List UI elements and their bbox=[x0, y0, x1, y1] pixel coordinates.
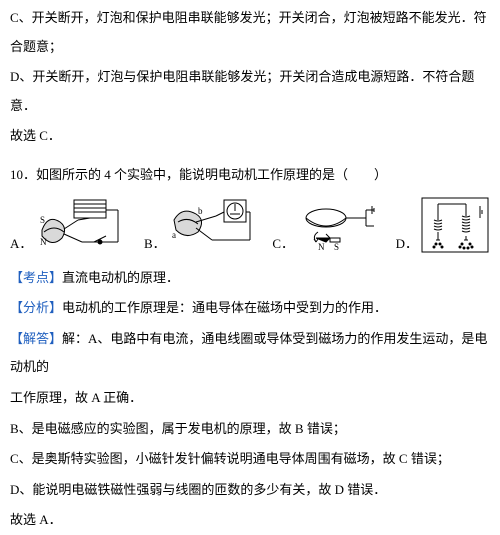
jieda-choose: 故选 A． bbox=[10, 506, 490, 535]
svg-text:S: S bbox=[40, 215, 45, 225]
jieda-line-1: 【解答】解：A、电路中有电流，通电线圈或导体受到磁场力的作用发生运动，是电动机的 bbox=[10, 325, 490, 382]
fenxi-line: 【分析】电动机的工作原理是：通电导体在磁场中受到力的作用． bbox=[10, 294, 490, 323]
jieda-line-d: D、能说明电磁铁磁性强弱与线圈的匝数的多少有关，故 D 错误． bbox=[10, 476, 490, 505]
option-b-diagram: b a bbox=[168, 196, 258, 254]
option-d-diagram bbox=[420, 196, 490, 254]
svg-text:b: b bbox=[198, 206, 203, 216]
option-d: D． bbox=[396, 196, 490, 254]
fenxi-label: 【分析】 bbox=[10, 300, 62, 315]
kaodian-line: 【考点】直流电动机的原理． bbox=[10, 264, 490, 293]
jieda-line-1b: 工作原理，故 A 正确． bbox=[10, 384, 490, 413]
option-a-diagram: S N bbox=[34, 196, 129, 254]
jieda-line-c: C、是奥斯特实验图，小磁针发针偏转说明通电导体周围有磁场，故 C 错误； bbox=[10, 445, 490, 474]
option-b: B． b a bbox=[144, 196, 258, 254]
kaodian-text: 直流电动机的原理． bbox=[62, 270, 179, 285]
option-c: C． N S bbox=[272, 196, 381, 254]
jieda-label: 【解答】 bbox=[10, 331, 62, 346]
question-number: 10． bbox=[10, 167, 36, 182]
svg-text:S: S bbox=[334, 242, 339, 252]
svg-text:N: N bbox=[40, 237, 47, 247]
fenxi-text: 电动机的工作原理是：通电导体在磁场中受到力的作用． bbox=[62, 300, 387, 315]
option-d-label: D． bbox=[396, 237, 418, 254]
svg-text:N: N bbox=[318, 242, 325, 252]
option-a: A． S N bbox=[10, 196, 129, 254]
prev-choose: 故选 C． bbox=[10, 122, 490, 151]
svg-text:a: a bbox=[172, 230, 176, 240]
question-10-stem: 10．如图所示的 4 个实验中，能说明电动机工作原理的是（ ） bbox=[10, 161, 490, 190]
jieda-text-1: 解：A、电路中有电流，通电线圈或导体受到磁场力的作用发生运动，是电动机的 bbox=[10, 331, 487, 375]
option-c-diagram: N S bbox=[296, 196, 381, 254]
kaodian-label: 【考点】 bbox=[10, 270, 62, 285]
options-row: A． S N bbox=[10, 196, 490, 254]
jieda-line-b: B、是电磁感应的实验图，属于发电机的原理，故 B 错误； bbox=[10, 415, 490, 444]
question-stem-text: 如图所示的 4 个实验中，能说明电动机工作原理的是（ ） bbox=[36, 167, 387, 182]
prev-option-c: C、开关断开，灯泡和保护电阻串联能够发光；开关闭合，灯泡被短路不能发光．符合题意… bbox=[10, 4, 490, 61]
option-a-label: A． bbox=[10, 237, 32, 254]
prev-option-d: D、开关断开，灯泡与保护电阻串联能够发光；开关闭合造成电源短路．不符合题意． bbox=[10, 63, 490, 120]
option-c-label: C． bbox=[272, 237, 294, 254]
option-b-label: B． bbox=[144, 237, 166, 254]
